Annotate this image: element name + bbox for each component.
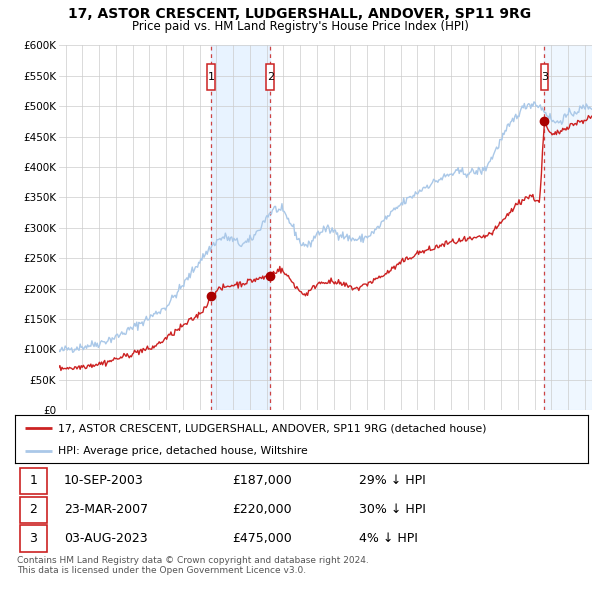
Text: 2: 2	[266, 72, 274, 82]
Text: 30% ↓ HPI: 30% ↓ HPI	[359, 503, 425, 516]
FancyBboxPatch shape	[20, 468, 47, 494]
Text: 2: 2	[29, 503, 37, 516]
FancyBboxPatch shape	[208, 64, 215, 90]
Text: 23-MAR-2007: 23-MAR-2007	[64, 503, 148, 516]
Text: 10-SEP-2003: 10-SEP-2003	[64, 474, 143, 487]
Text: Contains HM Land Registry data © Crown copyright and database right 2024.
This d: Contains HM Land Registry data © Crown c…	[17, 556, 368, 575]
FancyBboxPatch shape	[266, 64, 274, 90]
Text: HPI: Average price, detached house, Wiltshire: HPI: Average price, detached house, Wilt…	[58, 446, 308, 456]
FancyBboxPatch shape	[20, 526, 47, 552]
Text: 3: 3	[29, 532, 37, 545]
Text: 4% ↓ HPI: 4% ↓ HPI	[359, 532, 418, 545]
Text: 3: 3	[541, 72, 548, 82]
Bar	[544, 45, 592, 410]
Text: £475,000: £475,000	[233, 532, 292, 545]
Text: £187,000: £187,000	[233, 474, 292, 487]
FancyBboxPatch shape	[541, 64, 548, 90]
Text: 03-AUG-2023: 03-AUG-2023	[64, 532, 148, 545]
Text: 29% ↓ HPI: 29% ↓ HPI	[359, 474, 425, 487]
Text: 1: 1	[29, 474, 37, 487]
Bar	[211, 45, 270, 410]
FancyBboxPatch shape	[20, 497, 47, 523]
Text: Price paid vs. HM Land Registry's House Price Index (HPI): Price paid vs. HM Land Registry's House …	[131, 20, 469, 33]
Text: 1: 1	[208, 72, 215, 82]
Text: 17, ASTOR CRESCENT, LUDGERSHALL, ANDOVER, SP11 9RG: 17, ASTOR CRESCENT, LUDGERSHALL, ANDOVER…	[68, 7, 532, 21]
Text: £220,000: £220,000	[233, 503, 292, 516]
Text: 17, ASTOR CRESCENT, LUDGERSHALL, ANDOVER, SP11 9RG (detached house): 17, ASTOR CRESCENT, LUDGERSHALL, ANDOVER…	[58, 423, 487, 433]
